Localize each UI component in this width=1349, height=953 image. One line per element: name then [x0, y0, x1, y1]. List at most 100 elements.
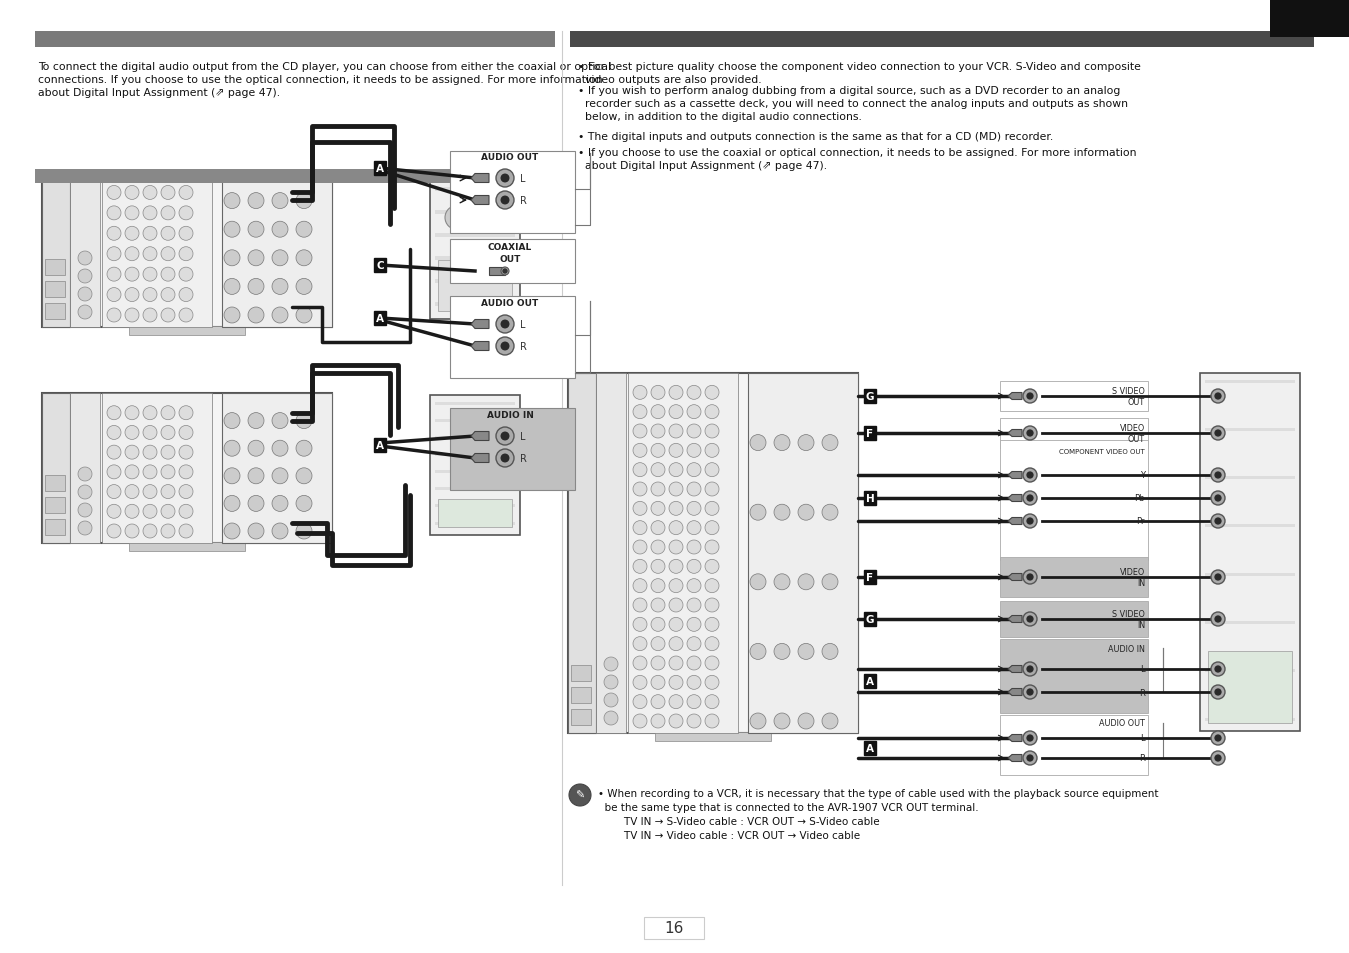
Circle shape [248, 251, 264, 267]
Circle shape [143, 309, 156, 323]
Circle shape [1215, 736, 1221, 741]
Circle shape [774, 505, 791, 520]
Circle shape [496, 315, 514, 334]
Circle shape [107, 485, 121, 499]
Circle shape [295, 193, 312, 210]
Bar [434, 488, 515, 491]
Circle shape [1023, 685, 1037, 700]
Polygon shape [1008, 616, 1023, 623]
Circle shape [652, 637, 665, 651]
Bar [451, 296, 575, 378]
Circle shape [143, 485, 156, 499]
Bar [42, 394, 70, 543]
Circle shape [750, 713, 766, 729]
Circle shape [669, 444, 683, 457]
Bar [434, 188, 515, 192]
Circle shape [706, 424, 719, 438]
Circle shape [143, 207, 156, 221]
Circle shape [179, 288, 193, 302]
Circle shape [496, 170, 514, 188]
Circle shape [652, 463, 665, 477]
Circle shape [143, 248, 156, 261]
Circle shape [1211, 390, 1225, 403]
Text: Y: Y [1140, 471, 1145, 480]
Circle shape [295, 496, 312, 512]
Circle shape [502, 433, 509, 440]
Polygon shape [471, 454, 488, 463]
Circle shape [1211, 662, 1225, 677]
Circle shape [669, 521, 683, 535]
Circle shape [652, 598, 665, 613]
Circle shape [687, 521, 701, 535]
Circle shape [706, 540, 719, 555]
Circle shape [1215, 666, 1221, 672]
Text: A: A [866, 743, 874, 753]
Text: A: A [376, 164, 384, 173]
Polygon shape [1008, 495, 1023, 502]
Circle shape [1215, 431, 1221, 436]
Circle shape [107, 505, 121, 518]
Circle shape [78, 270, 92, 284]
Circle shape [143, 426, 156, 440]
Circle shape [161, 446, 175, 459]
Circle shape [1027, 518, 1033, 524]
Circle shape [706, 598, 719, 613]
Bar [571, 709, 591, 725]
Circle shape [272, 440, 287, 456]
Circle shape [652, 714, 665, 728]
Circle shape [248, 414, 264, 429]
Circle shape [1023, 613, 1037, 626]
Bar [1000, 601, 1148, 638]
Circle shape [1211, 751, 1225, 765]
Circle shape [248, 193, 264, 210]
Bar [70, 172, 100, 328]
Polygon shape [1008, 689, 1023, 696]
Circle shape [161, 309, 175, 323]
Bar [656, 732, 772, 741]
Circle shape [143, 406, 156, 420]
Bar [1205, 476, 1295, 479]
Circle shape [652, 502, 665, 516]
Text: • The digital inputs and outputs connection is the same as that for a CD (MD) re: • The digital inputs and outputs connect… [577, 132, 1054, 142]
Circle shape [496, 192, 514, 210]
Circle shape [669, 676, 683, 690]
Circle shape [669, 502, 683, 516]
Circle shape [706, 714, 719, 728]
Bar [434, 522, 515, 525]
Circle shape [1027, 431, 1033, 436]
Bar [451, 409, 575, 491]
Circle shape [687, 657, 701, 670]
Bar [1205, 573, 1295, 576]
Bar [1205, 380, 1295, 383]
Circle shape [706, 521, 719, 535]
Circle shape [107, 465, 121, 479]
Circle shape [224, 496, 240, 512]
Polygon shape [471, 342, 488, 351]
Bar [571, 32, 1314, 48]
Circle shape [1211, 469, 1225, 482]
Circle shape [774, 643, 791, 659]
Circle shape [143, 524, 156, 538]
Circle shape [822, 713, 838, 729]
Circle shape [1215, 496, 1221, 501]
Text: C: C [376, 261, 384, 271]
Circle shape [822, 575, 838, 590]
Circle shape [502, 343, 509, 351]
Circle shape [687, 482, 701, 497]
Circle shape [652, 657, 665, 670]
Text: • If you choose to use the coaxial or optical connection, it needs to be assigne: • If you choose to use the coaxial or op… [577, 148, 1136, 171]
Text: L: L [519, 319, 526, 330]
Circle shape [107, 406, 121, 420]
Circle shape [822, 505, 838, 520]
Text: A: A [376, 440, 384, 451]
Text: COMPONENT VIDEO OUT: COMPONENT VIDEO OUT [1059, 449, 1145, 455]
Circle shape [248, 222, 264, 238]
Circle shape [1215, 575, 1221, 580]
Circle shape [669, 657, 683, 670]
Circle shape [500, 268, 509, 275]
Circle shape [633, 424, 648, 438]
Circle shape [502, 175, 509, 183]
Circle shape [295, 222, 312, 238]
Circle shape [822, 436, 838, 451]
Circle shape [1215, 473, 1221, 478]
